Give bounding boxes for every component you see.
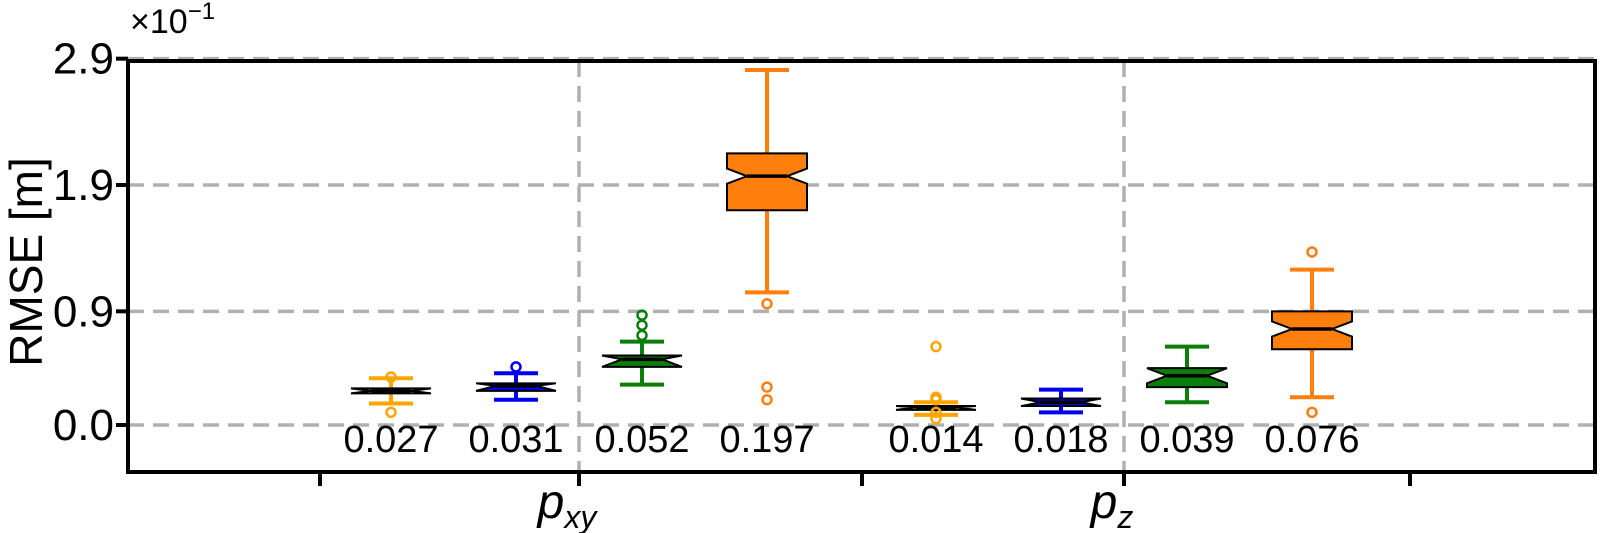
y-scale-factor: ×10−1 (130, 0, 215, 41)
flier-point (930, 406, 942, 419)
box-body (1146, 367, 1228, 389)
y-tick-label: 0.9 (53, 287, 114, 336)
y-tick-label: 2.9 (53, 35, 114, 84)
box-0 (350, 371, 432, 419)
flier-point (761, 381, 773, 393)
median-value-label: 0.031 (468, 419, 563, 461)
flier-point (930, 412, 942, 425)
flier-point (761, 393, 773, 406)
median-value-label: 0.018 (1013, 419, 1108, 461)
flier-point (761, 297, 773, 310)
box-body (726, 152, 808, 212)
y-tick-label: 0.0 (53, 401, 114, 450)
box-4 (895, 340, 977, 425)
box-6 (1146, 344, 1228, 405)
median-value-label: 0.052 (594, 419, 689, 461)
flier-point (636, 319, 648, 331)
flier-point (636, 309, 648, 321)
flier-point (930, 340, 942, 353)
flier-point (385, 371, 397, 383)
plot-frame (126, 59, 1597, 474)
flier-point (385, 406, 397, 419)
flier-point (636, 329, 648, 342)
flier-point (510, 361, 522, 373)
y-tick-label: 1.9 (53, 161, 114, 210)
y-axis-label: RMSE [m] (0, 157, 52, 367)
x-category-label: pz (1089, 476, 1134, 533)
flier-point (1306, 406, 1318, 419)
box-body (601, 354, 683, 368)
median-value-label: 0.039 (1139, 419, 1234, 461)
flier-point (1306, 246, 1318, 258)
box-2 (601, 309, 683, 387)
median-value-label: 0.027 (343, 419, 438, 461)
median-value-label: 0.197 (719, 419, 814, 461)
flier-point (930, 391, 942, 403)
box-1 (475, 361, 557, 402)
median-value-label: 0.014 (888, 419, 983, 461)
box-5 (1020, 387, 1102, 415)
box-7 (1271, 246, 1353, 419)
median-value-label: 0.076 (1264, 419, 1359, 461)
box-3 (726, 68, 808, 406)
x-category-label: pxy (536, 476, 599, 533)
